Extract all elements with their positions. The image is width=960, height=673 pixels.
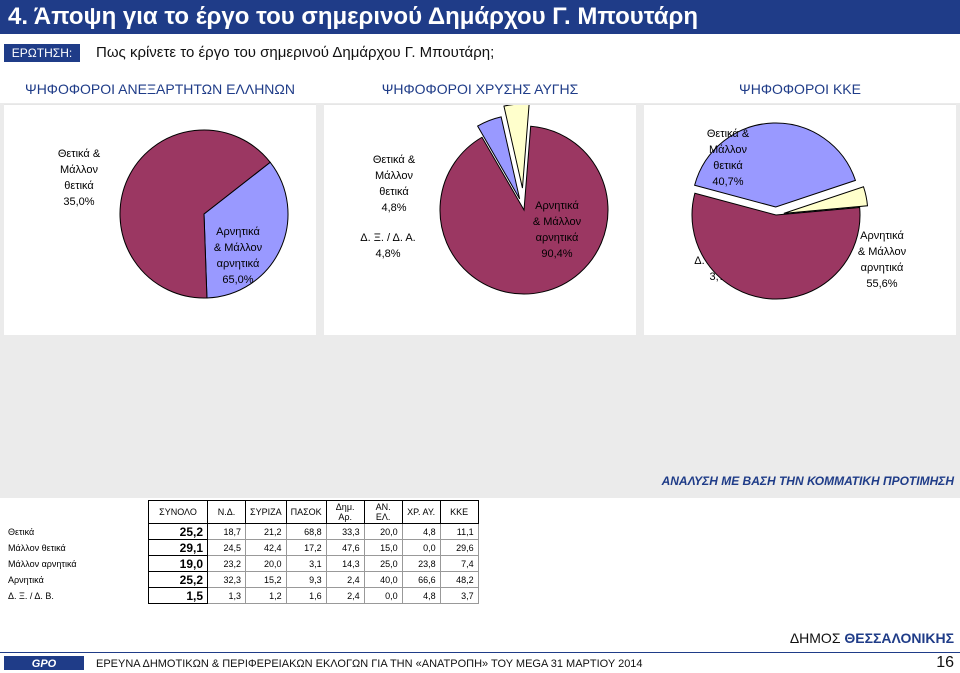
table-row: Αρνητικά 25,2 32,3 15,2 9,3 2,4 40,0 66,6 48,2 [4, 571, 479, 588]
total-cell: 29,1 [148, 539, 208, 556]
total-cell: 25,2 [148, 571, 208, 588]
logo-text: GPO [32, 658, 57, 670]
col-header: ΠΑΣΟΚ [285, 500, 327, 524]
total-cell: 1,5 [148, 587, 208, 604]
pie-slice [476, 116, 521, 200]
row-label: Αρνητικά [8, 574, 44, 585]
table-cell: 32,3 [207, 571, 246, 588]
pie-slice [119, 129, 271, 299]
table-cell: 11,1 [439, 523, 479, 540]
pie-slice-label: Αρνητικά & Μάλλον αρνητικά 65,0% [214, 226, 263, 286]
gpo-logo: GPO [4, 656, 84, 670]
page-number: 16 [936, 654, 954, 671]
pie-slice [203, 161, 289, 299]
analysis-title: ΑΝΑΛΥΣΗ ΜΕ ΒΑΣΗ ΤΗΝ ΚΟΜΜΑΤΙΚΗ ΠΡΟΤΙΜΗΣΗ [661, 474, 954, 488]
table-cell: 40,0 [363, 571, 403, 588]
pie-panel-xa: Θετικά & Μάλλον θετικά 4,8% Δ. Ξ. / Δ. Α. 4,8… [324, 103, 636, 335]
table-cell: 0,0 [363, 587, 403, 604]
table-cell: 24,5 [207, 539, 246, 556]
pie-slice [439, 125, 609, 295]
col-header: ΧΡ. ΑΥ. [401, 500, 441, 524]
pie-slice-label: Αρνητικά & Μάλλον αρνητικά 55,6% [858, 230, 907, 290]
row-label: Μάλλον αρνητικά [8, 558, 77, 569]
question-text: Πως κρίνετε το έργο του σημερινού Δημάρχ… [96, 44, 495, 61]
table-row: Μάλλον θετικά 29,1 24,5 42,4 17,2 47,6 15,0 0,0… [4, 539, 479, 556]
table-cell: 4,8 [401, 523, 441, 540]
page-title: 4. Άποψη για το έργο του σημερινού Δημάρ… [8, 3, 699, 30]
table-cell: 2,4 [325, 587, 365, 604]
pie-chart-xa: Θετικά & Μάλλον θετικά 4,8% Δ. Ξ. / Δ. Α. 4,8… [360, 103, 609, 295]
pie-title-xa: ΨΗΦΟΦΟΡΟΙ ΧΡΥΣΗΣ ΑΥΓΗΣ [381, 81, 579, 97]
pie-panel-anel: Θετικά & Μάλλον θετικά 35,0% Αρνητικά & Μάλλο… [4, 104, 316, 335]
footer-divider [0, 652, 960, 653]
table-cell: 3,1 [285, 555, 327, 572]
table-cell: 66,6 [401, 571, 441, 588]
table-cell: 14,3 [325, 555, 365, 572]
total-cell: 25,2 [148, 523, 208, 540]
table-cell: 29,6 [439, 539, 479, 556]
footer-survey: ΕΡΕΥΝΑ ΔΗΜΟΤΙΚΩΝ & ΠΕΡΙΦΕΡΕΙΑΚΩΝ ΕΚΛΟΓΩΝ… [96, 658, 643, 670]
table-cell: 17,2 [285, 539, 327, 556]
col-header: Ν.Δ. [207, 500, 246, 524]
pie-slice [694, 122, 857, 208]
table-cell: 1,6 [285, 587, 327, 604]
table-cell: 15,0 [363, 539, 403, 556]
col-header: ΣΥΝΟΛΟ [148, 500, 208, 524]
pie-slice [503, 103, 530, 189]
pie-chart-anel: Θετικά & Μάλλον θετικά 35,0% Αρνητικά & Μάλλο… [58, 129, 289, 299]
table-row: Μάλλον αρνητικά 19,0 23,2 20,0 3,1 14,3 25,0 23… [4, 555, 479, 572]
table-header-row: ΣΥΝΟΛΟ Ν.Δ. ΣΥΡΙΖΑ ΠΑΣΟΚ Δημ. Αρ. ΑΝ. ΕΛ… [4, 500, 479, 524]
table-cell: 15,2 [245, 571, 287, 588]
analysis-table: ΣΥΝΟΛΟ Ν.Δ. ΣΥΡΙΖΑ ΠΑΣΟΚ Δημ. Αρ. ΑΝ. ΕΛ… [4, 500, 479, 604]
pie-slice-label: Δ. Ξ. / Δ. Α. 4,8% [360, 232, 415, 260]
pie-slice-label: Αρνητικά & Μάλλον αρνητικά 90,4% [533, 200, 582, 260]
pie-slice [783, 186, 869, 214]
footer-city: ΔΗΜΟΣ ΘΕΣΣΑΛΟΝΙΚΗΣ [790, 630, 954, 646]
table-cell: 25,0 [363, 555, 403, 572]
table-cell: 9,3 [285, 571, 327, 588]
table-cell: 1,3 [207, 587, 246, 604]
table-cell: 20,0 [245, 555, 287, 572]
pie-title-kke: ΨΗΦΟΦΟΡΟΙ ΚΚΕ [739, 81, 861, 97]
title-bar: 4. Άποψη για το έργο του σημερινού Δημάρ… [0, 0, 960, 34]
row-label: Μάλλον θετικά [8, 542, 66, 553]
col-header: ΑΝ. ΕΛ. [363, 500, 403, 524]
table-cell: 4,8 [401, 587, 441, 604]
table-cell: 1,2 [245, 587, 287, 604]
table-cell: 2,4 [325, 571, 365, 588]
table-corner [4, 501, 149, 524]
table-cell: 48,2 [439, 571, 479, 588]
row-label: Θετικά [8, 526, 35, 537]
table-cell: 21,2 [245, 523, 287, 540]
pie-slice [691, 192, 861, 300]
table-cell: 23,8 [401, 555, 441, 572]
col-header: ΣΥΡΙΖΑ [245, 500, 287, 524]
row-label: Δ. Ξ. / Δ. Β. [8, 590, 54, 601]
col-header: Δημ. Αρ. [325, 500, 365, 524]
table-cell: 47,6 [325, 539, 365, 556]
table-cell: 7,4 [439, 555, 479, 572]
table-cell: 0,0 [401, 539, 441, 556]
table-row: Θετικά 25,2 18,7 21,2 68,8 33,3 20,0 4,8 11,1 [4, 523, 479, 540]
table-cell: 23,2 [207, 555, 246, 572]
table-cell: 42,4 [245, 539, 287, 556]
table-cell: 68,8 [285, 523, 327, 540]
table-cell: 20,0 [363, 523, 403, 540]
col-header: ΚΚΕ [439, 500, 479, 524]
question-label: ΕΡΩΤΗΣΗ: [4, 44, 80, 62]
table-row: Δ. Ξ. / Δ. Β. 1,5 1,3 1,2 1,6 2,4 0,0 4,8 3,7 [4, 587, 479, 604]
pie-title-anel: ΨΗΦΟΦΟΡΟΙ ΑΝΕΞΑΡΤΗΤΩΝ ΕΛΛΗΝΩΝ [25, 81, 295, 97]
pie-slice-label: Θετικά & Μάλλον θετικά 35,0% [58, 148, 101, 208]
table-cell: 18,7 [207, 523, 246, 540]
table-cell: 33,3 [325, 523, 365, 540]
pie-slice-label: Θετικά & Μάλλον θετικά 40,7% [707, 128, 750, 188]
table-cell: 3,7 [439, 587, 479, 604]
pie-slice-label: Θετικά & Μάλλον θετικά 4,8% [373, 154, 416, 214]
footer-city-prefix: ΔΗΜΟΣ [789, 630, 845, 646]
footer-city-name: ΘΕΣΣΑΛΟΝΙΚΗΣ [844, 630, 954, 646]
total-cell: 19,0 [148, 555, 208, 572]
